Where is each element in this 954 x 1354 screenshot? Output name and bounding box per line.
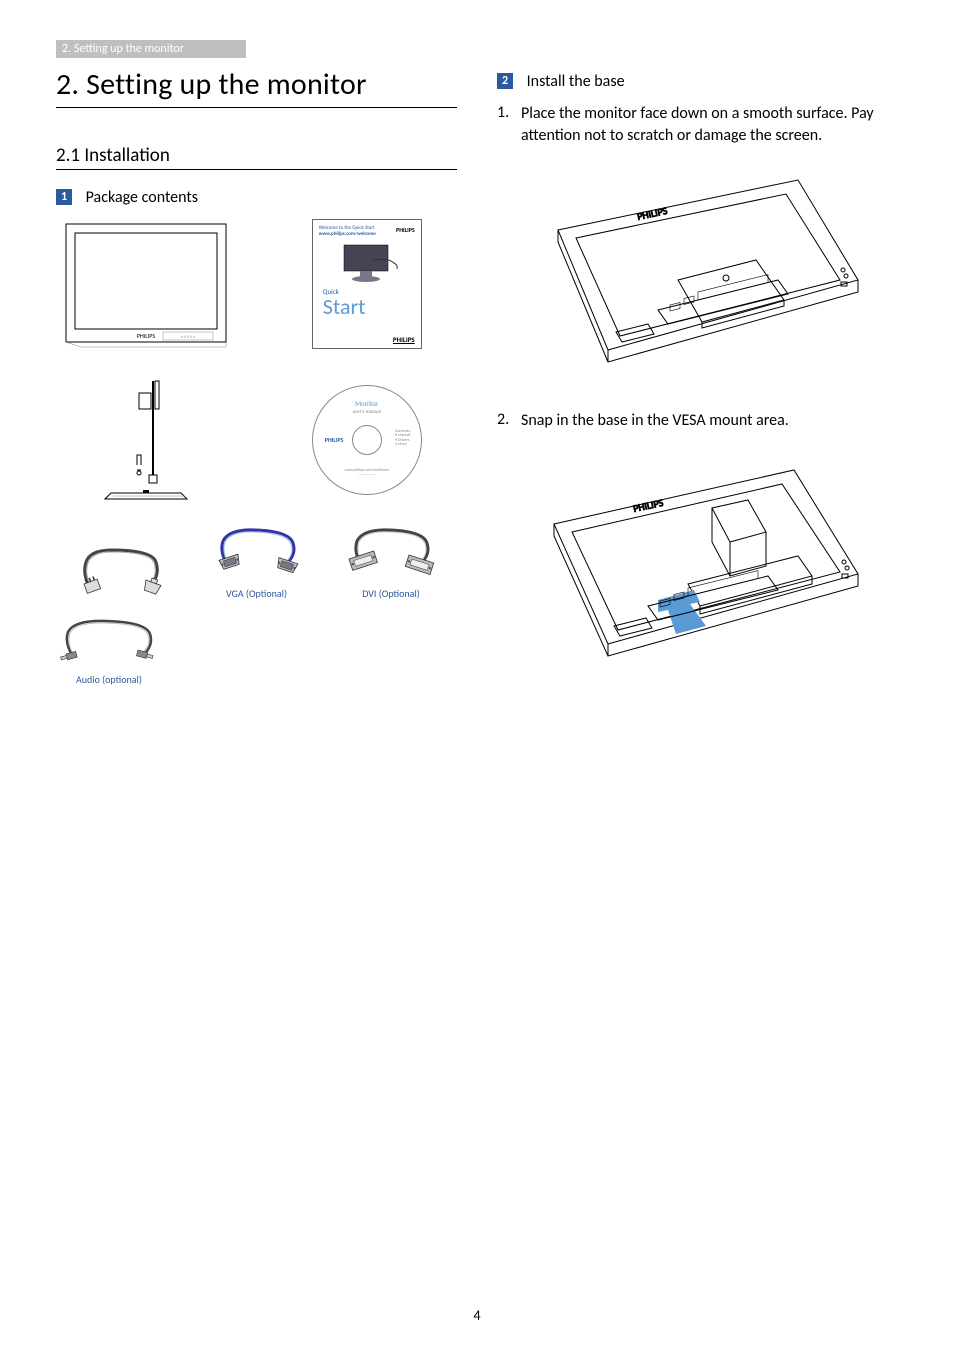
pkg-audio-cable: Audio (optional) (56, 618, 457, 686)
qs-welcome-2: www.philips.com/welcome (319, 232, 376, 238)
stand-icon (81, 375, 211, 505)
install-base-label: Install the base (527, 72, 625, 91)
step-2-text: Snap in the base in the VESA mount area. (521, 410, 789, 432)
pkg-monitor: PHILIPS ○ ○ ○ ○ ○ (61, 219, 231, 349)
pkg-cd: Monitor user's manual PHILIPS Contents:•… (312, 385, 422, 495)
page-number: 4 (56, 1287, 898, 1324)
step-number-box-1: 1 (56, 189, 72, 205)
cd-icon: Monitor user's manual PHILIPS Contents:•… (312, 385, 422, 495)
qs-brand-bottom: PHILIPS (393, 335, 415, 344)
dvi-cable-icon (341, 525, 441, 581)
section-title: 2.1 Installation (56, 144, 457, 170)
vga-label: VGA (Optional) (226, 587, 287, 600)
pkg-quickstart: Welcome to the Quick Start www.philips.c… (312, 219, 422, 349)
cd-bottom-text: www.philips.com/welcome──────── (345, 469, 389, 479)
step-number-box-2: 2 (497, 73, 513, 89)
cable-row: VGA (Optional) (56, 525, 457, 600)
pkg-power-cable (62, 544, 182, 600)
chapter-title: 2. Setting up the monitor (56, 66, 457, 108)
audio-cable-icon (56, 618, 166, 668)
svg-text:○ ○ ○ ○ ○: ○ ○ ○ ○ ○ (181, 335, 196, 340)
package-grid: PHILIPS ○ ○ ○ ○ ○ Welcome to the Quick S… (56, 219, 457, 505)
illustration-snap-base: PHILIPS (498, 446, 898, 676)
dvi-label: DVI (Optional) (362, 587, 420, 600)
illustration-face-down: PHILIPS (498, 160, 898, 380)
cd-subtitle: user's manual (353, 409, 381, 415)
cd-side-text: Contents:• Manual• Drivers• More (395, 430, 411, 448)
package-contents-heading: 1 Package contents (56, 188, 457, 207)
install-base-heading: 2 Install the base (497, 72, 898, 91)
package-contents-label: Package contents (86, 188, 198, 207)
breadcrumb: 2. Setting up the monitor (56, 40, 246, 58)
step-1: Place the monitor face down on a smooth … (497, 103, 898, 146)
quickstart-monitor-icon (332, 241, 402, 285)
right-column: 2 Install the base Place the monitor fac… (497, 66, 898, 686)
power-cable-icon (72, 544, 172, 600)
svg-text:PHILIPS: PHILIPS (137, 332, 155, 340)
left-column: 2. Setting up the monitor 2.1 Installati… (56, 66, 457, 686)
qs-start-label: Start (323, 296, 415, 318)
qs-brand-top: PHILIPS (396, 226, 415, 237)
pkg-dvi-cable: DVI (Optional) (331, 525, 451, 600)
vga-cable-icon (207, 525, 307, 581)
step-1-text: Place the monitor face down on a smooth … (521, 103, 898, 146)
cd-brand: PHILIPS (325, 436, 344, 444)
cd-title: Monitor (355, 400, 378, 408)
quickstart-card: Welcome to the Quick Start www.philips.c… (312, 219, 422, 349)
pkg-stand (81, 375, 211, 505)
pkg-vga-cable: VGA (Optional) (197, 525, 317, 600)
audio-label: Audio (optional) (76, 673, 457, 686)
step-2: Snap in the base in the VESA mount area. (497, 410, 898, 432)
monitor-icon: PHILIPS ○ ○ ○ ○ ○ (61, 219, 231, 349)
